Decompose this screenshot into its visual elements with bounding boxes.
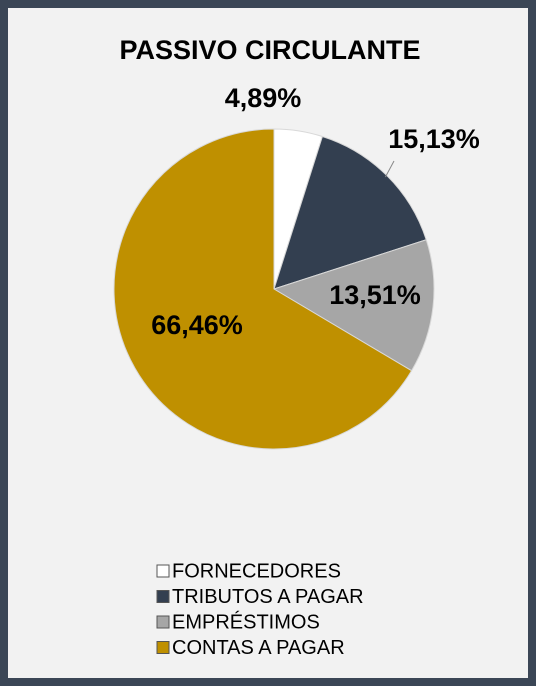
legend-label: TRIBUTOS A PAGAR bbox=[172, 586, 364, 608]
legend-label: FORNECEDORES bbox=[172, 560, 341, 582]
data-label: 4,89% bbox=[225, 83, 302, 113]
legend-swatch bbox=[156, 641, 170, 654]
pie-slice bbox=[113, 128, 413, 450]
legend-swatch bbox=[156, 590, 170, 603]
legend-swatch bbox=[156, 615, 170, 629]
leader-line bbox=[384, 160, 395, 178]
pie-slice bbox=[272, 239, 435, 372]
data-label: 66,46% bbox=[151, 310, 243, 340]
pie-slice bbox=[273, 135, 427, 290]
legend-swatch bbox=[156, 564, 170, 578]
chart-title: PASSIVO CIRCULANTE bbox=[119, 35, 420, 65]
legend-label: EMPRÉSTIMOS bbox=[172, 610, 320, 633]
data-label: 13,51% bbox=[329, 280, 421, 310]
legend-label: CONTAS A PAGAR bbox=[172, 637, 345, 659]
data-label: 15,13% bbox=[388, 124, 480, 154]
